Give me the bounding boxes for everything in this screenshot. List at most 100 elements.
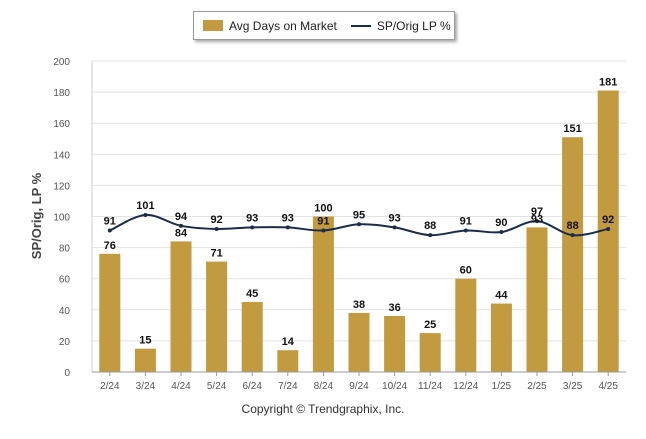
bar bbox=[134, 348, 156, 372]
y-tick-label: 40 bbox=[59, 306, 71, 317]
x-tick-label: 7/24 bbox=[278, 381, 298, 392]
x-tick-label: 6/24 bbox=[242, 381, 262, 392]
y-tick-label: 20 bbox=[59, 337, 71, 348]
bar-value-label: 151 bbox=[563, 123, 581, 135]
bar-value-label: 71 bbox=[210, 248, 222, 260]
line-point bbox=[357, 222, 361, 227]
x-axis: 2/24 3/24 4/24 5/24 6/24 7/24 8/24 9/24 10/24 11/… bbox=[92, 371, 626, 392]
bar bbox=[348, 312, 370, 372]
line-point bbox=[499, 230, 504, 235]
bar bbox=[170, 241, 192, 372]
x-tick-label: 3/24 bbox=[136, 381, 156, 392]
line-value-label: 90 bbox=[495, 217, 507, 229]
bar bbox=[526, 227, 548, 372]
x-tick-label: 2/24 bbox=[100, 381, 120, 392]
line-point bbox=[535, 219, 539, 224]
bar-value-label: 36 bbox=[388, 302, 400, 314]
line-value-label: 88 bbox=[424, 220, 436, 232]
y-tick-label: 80 bbox=[59, 244, 71, 255]
x-tick-label: 8/24 bbox=[314, 381, 334, 392]
line-value-label: 91 bbox=[317, 215, 329, 227]
bar bbox=[455, 278, 477, 372]
x-tick-label: 10/24 bbox=[382, 381, 407, 392]
line-point bbox=[214, 226, 219, 231]
line-value-label: 88 bbox=[566, 220, 578, 232]
line-value-label: 93 bbox=[282, 212, 294, 224]
line-value-label: 95 bbox=[353, 209, 365, 221]
data-labels: 76 15 84 71 45 14 100 38 36 25 60 44 93 151 181 91 101 94… bbox=[104, 77, 618, 349]
y-tick-label: 60 bbox=[59, 275, 71, 286]
line-point bbox=[143, 212, 148, 217]
y-tick-label: 180 bbox=[53, 88, 70, 99]
x-tick-label: 11/24 bbox=[418, 381, 443, 392]
bar bbox=[277, 350, 299, 372]
bar-value-label: 181 bbox=[599, 77, 617, 89]
bar bbox=[312, 216, 334, 372]
y-axis: 0 20 40 60 80 100 120 140 160 180 200 bbox=[53, 57, 93, 379]
line-point bbox=[606, 226, 611, 231]
x-tick-label: 4/25 bbox=[598, 381, 618, 392]
line-point bbox=[250, 225, 255, 230]
line-value-label: 92 bbox=[602, 214, 614, 226]
bar-value-label: 100 bbox=[314, 203, 332, 215]
legend-bar-label: Avg Days on Market bbox=[229, 18, 337, 33]
bar bbox=[597, 90, 619, 373]
bar-value-label: 14 bbox=[282, 336, 295, 348]
line-point bbox=[179, 223, 183, 228]
x-tick-label: 9/24 bbox=[349, 381, 369, 392]
y-tick-label: 200 bbox=[53, 57, 70, 68]
bar bbox=[99, 253, 121, 372]
line-value-label: 92 bbox=[210, 214, 222, 226]
line-value-label: 93 bbox=[246, 212, 258, 224]
y-tick-label: 0 bbox=[64, 368, 70, 379]
legend-line-label: SP/Orig LP % bbox=[376, 18, 451, 33]
y-tick-label: 100 bbox=[53, 213, 70, 224]
bar bbox=[384, 316, 406, 372]
y-tick-label: 140 bbox=[53, 150, 70, 161]
bar-series bbox=[99, 90, 619, 373]
line-value-label: 91 bbox=[104, 215, 116, 227]
bar bbox=[490, 303, 512, 372]
legend-line-swatch bbox=[350, 24, 371, 27]
x-tick-label: 12/24 bbox=[453, 381, 478, 392]
bar-value-label: 15 bbox=[139, 335, 151, 347]
x-tick-label: 5/24 bbox=[207, 381, 227, 392]
line-value-label: 97 bbox=[531, 206, 543, 218]
copyright-text: Copyright © Trendgraphix, Inc. bbox=[241, 402, 405, 416]
y-tick-label: 120 bbox=[53, 181, 70, 192]
bar-value-label: 44 bbox=[495, 290, 508, 302]
line-point bbox=[107, 228, 112, 233]
legend-item-bar: Avg Days on Market bbox=[194, 19, 337, 33]
line-value-label: 93 bbox=[388, 212, 400, 224]
bar-value-label: 93 bbox=[531, 213, 543, 225]
line-value-label: 94 bbox=[175, 211, 188, 223]
bar-value-label: 45 bbox=[246, 288, 258, 300]
line-point bbox=[463, 228, 468, 233]
line-point bbox=[392, 225, 397, 230]
x-tick-label: 4/24 bbox=[171, 381, 191, 392]
x-tick-label: 2/25 bbox=[527, 381, 547, 392]
bar-value-label: 25 bbox=[424, 319, 436, 331]
y-axis-title: SP/Orig, LP % bbox=[29, 172, 44, 259]
line-point bbox=[285, 225, 290, 230]
legend-bar-swatch bbox=[203, 20, 223, 31]
legend: Avg Days on Market SP/Orig LP % bbox=[193, 11, 455, 40]
x-tick-label: 1/25 bbox=[492, 381, 512, 392]
y-tick-label: 160 bbox=[53, 119, 70, 130]
bar-value-label: 84 bbox=[175, 227, 188, 239]
bar-value-label: 38 bbox=[353, 299, 365, 311]
line-value-label: 91 bbox=[460, 215, 472, 227]
bar-value-label: 60 bbox=[460, 265, 472, 277]
bar-value-label: 76 bbox=[104, 240, 116, 252]
line-point bbox=[428, 233, 433, 238]
line-point bbox=[321, 228, 326, 233]
bar bbox=[562, 137, 584, 372]
legend-item-line: SP/Orig LP % bbox=[337, 19, 451, 33]
bar bbox=[206, 261, 228, 372]
line-series bbox=[107, 212, 611, 238]
x-tick-label: 3/25 bbox=[563, 381, 583, 392]
bar bbox=[419, 333, 441, 372]
line-value-label: 101 bbox=[136, 200, 154, 212]
